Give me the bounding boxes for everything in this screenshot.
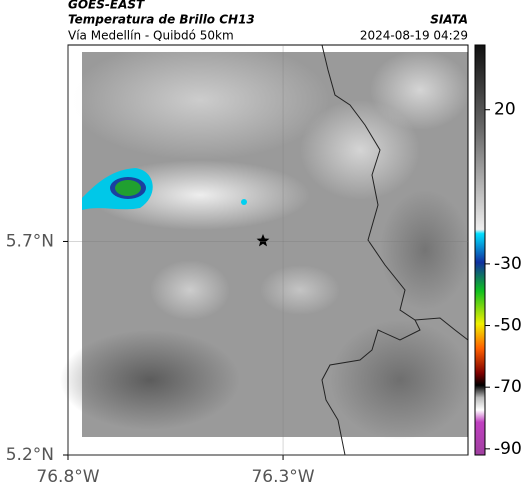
warm-area [60,330,240,430]
route-subtitle: Vía Medellín - Quibdó 50km [68,29,234,43]
x-tick-label: 76.8°W [36,467,99,487]
satellite-title: GOES-EAST [68,0,145,12]
cloud [70,40,330,160]
satellite-image [60,40,470,456]
station-marker [256,234,270,247]
colorbar-label: 20 [494,100,516,120]
colorbar [474,44,486,456]
warm-area [330,320,470,440]
border-line [321,44,469,456]
colorbar-label: -90 [494,439,522,459]
y-tick-label: 5.2°N [6,445,54,465]
cold-core [115,180,141,196]
cloud [370,50,470,130]
cloud [150,260,230,320]
cloud [300,100,420,200]
warm-area [380,190,470,310]
product-title: Temperatura de Brillo CH13 [68,13,255,27]
cold-spot [241,199,247,205]
colorbar-label: -30 [494,254,522,274]
y-tick-label: 5.7°N [6,231,54,251]
timestamp: 2024-08-19 04:29 [360,29,468,43]
cloud [260,265,340,315]
source-label: SIATA [430,13,468,27]
colorbar-label: -50 [494,316,522,336]
colorbar-label: -70 [494,377,522,397]
x-tick-label: 76.3°W [251,467,314,487]
